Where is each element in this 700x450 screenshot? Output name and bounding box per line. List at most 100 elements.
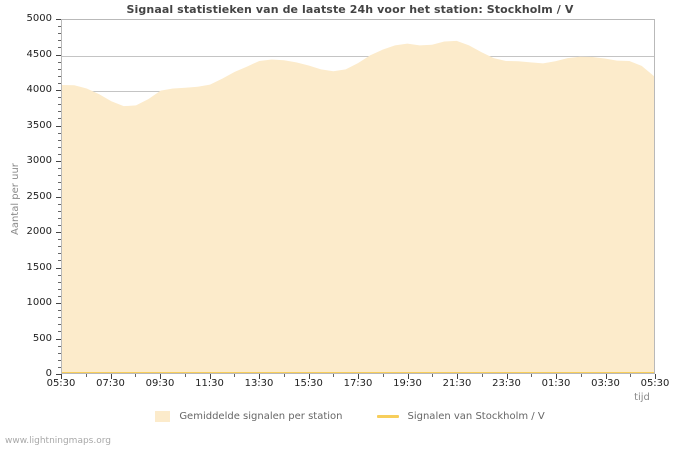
plot-area (61, 19, 655, 374)
y-tick-mark-minor (58, 175, 61, 177)
y-tick-mark-minor (58, 47, 61, 49)
y-tick-mark-minor (58, 295, 61, 297)
x-tick-label: 09:30 (145, 378, 175, 389)
chart-legend: Gemiddelde signalen per station Signalen… (0, 411, 700, 422)
y-tick-mark (56, 54, 61, 56)
x-tick-mark-minor (581, 374, 582, 377)
y-tick-mark-minor (58, 317, 61, 319)
x-tick-mark (606, 374, 607, 379)
x-tick-mark-minor (86, 374, 87, 377)
y-tick-label: 5000 (26, 13, 52, 24)
x-tick-mark-minor (432, 374, 433, 377)
chart-title: Signaal statistieken van de laatste 24h … (126, 3, 574, 16)
x-tick-label: 17:30 (343, 378, 373, 389)
y-tick-mark-minor (58, 253, 61, 255)
y-tick-label: 2000 (26, 226, 52, 237)
legend-item-average[interactable]: Gemiddelde signalen per station (155, 411, 343, 422)
y-tick-mark-minor (58, 75, 61, 77)
x-tick-label: 19:30 (393, 378, 422, 389)
x-tick-mark-minor (333, 374, 334, 377)
watermark: www.lightningmaps.org (5, 436, 111, 446)
x-axis-label: tijd (634, 392, 650, 403)
y-tick-mark-minor (58, 210, 61, 212)
y-tick-mark-minor (58, 345, 61, 347)
x-tick-mark-minor (284, 374, 285, 377)
y-tick-mark-minor (58, 281, 61, 283)
x-tick-mark (61, 374, 62, 379)
x-tick-mark (210, 374, 211, 379)
y-tick-label: 0 (45, 368, 52, 379)
y-tick-mark-minor (58, 139, 61, 141)
y-tick-mark-minor (58, 153, 61, 155)
y-tick-mark-minor (58, 260, 61, 262)
legend-label-average: Gemiddelde signalen per station (179, 411, 343, 422)
y-tick-mark (56, 125, 61, 127)
y-tick-label: 4500 (26, 48, 52, 60)
x-tick-mark (507, 374, 508, 379)
y-tick-mark-minor (58, 224, 61, 226)
y-tick-mark-minor (58, 61, 61, 63)
y-tick-mark (56, 90, 61, 91)
y-tick-label: 2500 (26, 190, 52, 202)
x-tick-mark-minor (234, 374, 235, 377)
y-tick-label: 500 (32, 332, 52, 344)
x-tick-mark-minor (135, 374, 136, 377)
x-tick-mark-minor (185, 374, 186, 377)
y-tick-mark-minor (58, 33, 61, 35)
y-tick-mark-minor (58, 111, 61, 113)
x-tick-label: 05:30 (46, 378, 76, 389)
legend-label-station: Signalen van Stockholm / V (407, 411, 545, 422)
y-tick-mark-minor (58, 118, 61, 120)
y-tick-mark-minor (58, 146, 61, 148)
y-tick-label: 4000 (26, 84, 52, 95)
y-tick-mark-minor (58, 288, 61, 290)
y-tick-mark (56, 196, 61, 198)
area-swatch-icon (155, 411, 171, 422)
x-tick-label: 23:30 (492, 378, 521, 389)
y-tick-mark (56, 338, 61, 340)
y-tick-label: 1500 (26, 261, 52, 273)
y-tick-mark-minor (58, 189, 61, 191)
y-tick-label: 3500 (26, 119, 52, 131)
y-tick-mark-minor (58, 182, 61, 184)
x-tick-mark (358, 374, 359, 379)
y-tick-mark (56, 267, 61, 269)
x-tick-label: 01:30 (541, 378, 571, 389)
y-tick-mark (56, 161, 61, 162)
y-tick-mark-minor (58, 104, 61, 106)
y-tick-mark-minor (58, 352, 61, 354)
x-tick-label: 05:30 (640, 378, 670, 389)
average-area-fill (62, 40, 654, 373)
x-tick-label: 21:30 (442, 378, 472, 389)
legend-item-station[interactable]: Signalen van Stockholm / V (376, 411, 545, 422)
x-tick-mark (259, 374, 260, 379)
y-tick-mark-minor (58, 132, 61, 134)
y-tick-mark-minor (58, 331, 61, 333)
y-tick-label: 3000 (26, 155, 52, 166)
x-tick-label: 07:30 (96, 378, 125, 389)
y-tick-mark-minor (58, 168, 61, 170)
x-tick-mark (457, 374, 458, 379)
y-tick-mark (56, 374, 61, 375)
y-tick-mark-minor (58, 217, 61, 219)
y-tick-mark-minor (58, 203, 61, 205)
y-tick-mark (56, 232, 61, 233)
series-area-average (62, 40, 654, 373)
y-tick-mark-minor (58, 246, 61, 248)
y-tick-mark-minor (58, 324, 61, 326)
x-tick-label: 03:30 (591, 378, 620, 389)
x-tick-mark (309, 374, 310, 379)
x-tick-mark-minor (383, 374, 384, 377)
y-tick-mark-minor (58, 239, 61, 241)
x-tick-mark (655, 374, 656, 379)
y-tick-mark (56, 19, 61, 20)
x-tick-mark (111, 374, 112, 379)
gridline (62, 56, 654, 57)
x-tick-mark-minor (482, 374, 483, 377)
x-tick-mark-minor (630, 374, 631, 377)
y-tick-mark-minor (58, 68, 61, 70)
x-tick-label: 11:30 (195, 378, 224, 389)
y-tick-mark-minor (58, 366, 61, 368)
y-tick-mark (56, 303, 61, 304)
